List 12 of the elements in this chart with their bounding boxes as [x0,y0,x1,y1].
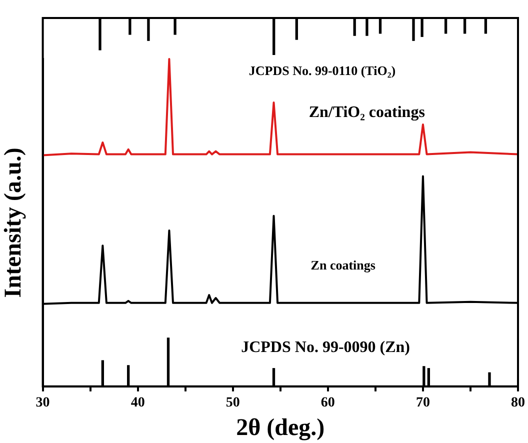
annotation: Zn coatings [310,258,376,273]
annotation: JCPDS No. 99-0090 (Zn) [241,338,410,356]
annotation: JCPDS No. 99-0110 (TiO₂) [248,63,396,78]
x-axis-title: 2θ (deg.) [236,414,325,441]
x-tick-label: 30 [36,395,50,410]
annotation: Zn/TiO₂ coatings [308,104,425,121]
x-tick-label: 40 [130,395,145,410]
x-tick-label: 50 [226,395,240,410]
y-axis-title: Intensity (a.u.) [0,148,27,298]
x-tick-label: 80 [511,395,525,410]
x-tick-label: 70 [416,395,430,410]
x-tick-label: 60 [320,395,335,410]
